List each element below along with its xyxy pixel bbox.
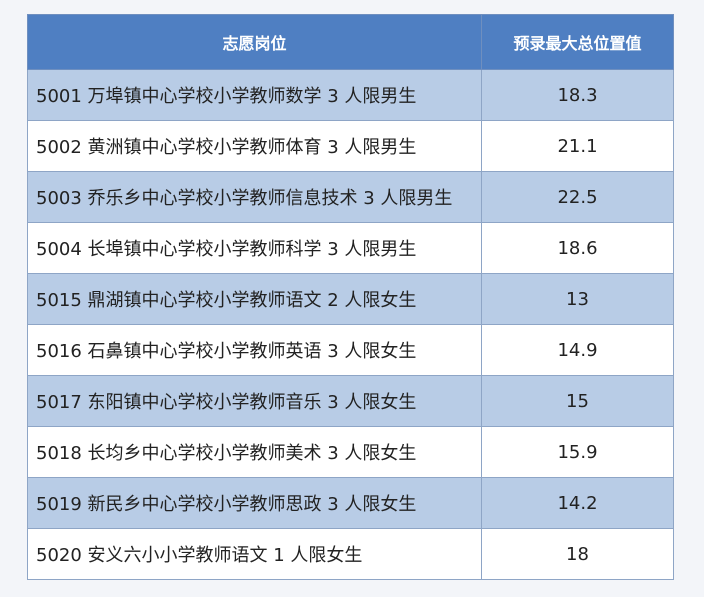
value-cell: 18.6 — [481, 222, 674, 274]
value-cell: 13 — [481, 273, 674, 325]
value-cell: 22.5 — [481, 171, 674, 223]
position-cell: 5018 长均乡中心学校小学教师美术 3 人限女生 — [27, 426, 482, 478]
position-cell: 5015 鼎湖镇中心学校小学教师语文 2 人限女生 — [27, 273, 482, 325]
value-cell: 18.3 — [481, 69, 674, 121]
table-row: 5002 黄洲镇中心学校小学教师体育 3 人限男生 21.1 — [27, 120, 674, 172]
position-cell: 5003 乔乐乡中心学校小学教师信息技术 3 人限男生 — [27, 171, 482, 223]
value-cell: 21.1 — [481, 120, 674, 172]
table-row: 5016 石鼻镇中心学校小学教师英语 3 人限女生 14.9 — [27, 324, 674, 376]
table-row: 5017 东阳镇中心学校小学教师音乐 3 人限女生 15 — [27, 375, 674, 427]
position-cell: 5016 石鼻镇中心学校小学教师英语 3 人限女生 — [27, 324, 482, 376]
position-cell: 5004 长埠镇中心学校小学教师科学 3 人限男生 — [27, 222, 482, 274]
position-cell: 5002 黄洲镇中心学校小学教师体育 3 人限男生 — [27, 120, 482, 172]
position-cell: 5017 东阳镇中心学校小学教师音乐 3 人限女生 — [27, 375, 482, 427]
table-row: 5003 乔乐乡中心学校小学教师信息技术 3 人限男生 22.5 — [27, 171, 674, 223]
table-row: 5004 长埠镇中心学校小学教师科学 3 人限男生 18.6 — [27, 222, 674, 274]
value-cell: 14.9 — [481, 324, 674, 376]
position-cell: 5019 新民乡中心学校小学教师思政 3 人限女生 — [27, 477, 482, 529]
value-cell: 15.9 — [481, 426, 674, 478]
value-cell: 15 — [481, 375, 674, 427]
table-row: 5019 新民乡中心学校小学教师思政 3 人限女生 14.2 — [27, 477, 674, 529]
position-table-container: 志愿岗位 预录最大总位置值 5001 万埠镇中心学校小学教师数学 3 人限男生 … — [27, 14, 674, 580]
value-cell: 14.2 — [481, 477, 674, 529]
position-table: 志愿岗位 预录最大总位置值 5001 万埠镇中心学校小学教师数学 3 人限男生 … — [27, 14, 674, 580]
table-header-row: 志愿岗位 预录最大总位置值 — [27, 14, 674, 70]
position-cell: 5001 万埠镇中心学校小学教师数学 3 人限男生 — [27, 69, 482, 121]
value-cell: 18 — [481, 528, 674, 580]
table-row: 5020 安义六小小学教师语文 1 人限女生 18 — [27, 528, 674, 580]
header-position: 志愿岗位 — [27, 14, 482, 70]
position-cell: 5020 安义六小小学教师语文 1 人限女生 — [27, 528, 482, 580]
table-row: 5018 长均乡中心学校小学教师美术 3 人限女生 15.9 — [27, 426, 674, 478]
header-max-rank-value: 预录最大总位置值 — [481, 14, 674, 70]
table-row: 5001 万埠镇中心学校小学教师数学 3 人限男生 18.3 — [27, 69, 674, 121]
table-row: 5015 鼎湖镇中心学校小学教师语文 2 人限女生 13 — [27, 273, 674, 325]
